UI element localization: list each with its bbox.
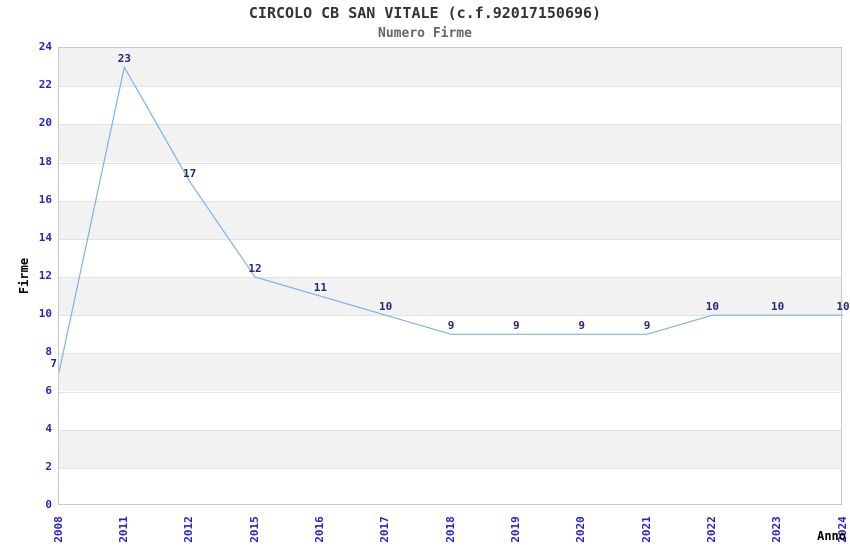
x-tick-label: 2015 — [247, 516, 261, 543]
x-axis-title: Anno — [817, 529, 846, 543]
data-point-label: 10 — [771, 300, 785, 314]
x-tick-label: 2023 — [770, 516, 784, 543]
y-tick-label: 4 — [45, 421, 52, 435]
data-point-label: 17 — [183, 166, 197, 180]
x-tick-label: 2019 — [508, 516, 522, 543]
chart-subtitle: Numero Firme — [378, 26, 472, 41]
x-tick-label: 2011 — [116, 516, 130, 543]
plot-area: 7 23 17 12 11 10 9 9 9 9 10 10 10 — [50, 47, 850, 505]
y-tick-label: 20 — [38, 116, 52, 130]
y-tick-label: 22 — [38, 78, 52, 92]
data-point-label: 10 — [836, 300, 850, 314]
gridline — [59, 86, 841, 88]
gridline — [59, 353, 841, 355]
grid-band — [59, 429, 841, 468]
x-tick-label: 2018 — [443, 516, 457, 543]
data-point-label: 10 — [705, 300, 719, 314]
grid-band — [59, 277, 841, 316]
data-point-label: 9 — [447, 319, 455, 333]
gridline — [59, 162, 841, 164]
x-tick-label: 2012 — [182, 516, 196, 543]
y-tick-label: 14 — [38, 230, 52, 244]
x-tick-label: 2021 — [639, 516, 653, 543]
x-tick-label: 2016 — [312, 516, 326, 543]
gridline — [59, 277, 841, 278]
y-tick-label: 0 — [45, 498, 52, 511]
x-tick-label: 2017 — [378, 516, 392, 543]
gridline — [59, 200, 841, 202]
grid-band — [59, 353, 841, 392]
data-point-label: 9 — [513, 319, 520, 333]
gridline — [59, 124, 841, 126]
grid-band — [59, 200, 841, 239]
gridline — [59, 315, 841, 317]
data-point-label: 9 — [578, 319, 585, 333]
grid-band — [59, 124, 841, 163]
y-tick-label: 24 — [38, 40, 52, 53]
y-tick-label: 12 — [38, 269, 52, 282]
chart-title: CIRCOLO CB SAN VITALE (c.f.92017150696) — [248, 4, 602, 22]
data-point-label: 23 — [117, 52, 131, 66]
y-tick-label: 8 — [45, 345, 52, 359]
gridline — [59, 238, 841, 240]
x-tick-label: 2020 — [574, 516, 588, 543]
line-series — [58, 65, 843, 373]
y-tick-label: 18 — [38, 154, 52, 168]
x-tick-label: 2008 — [51, 516, 65, 543]
x-tick-label: 2022 — [704, 516, 718, 543]
gridline — [59, 391, 841, 393]
data-point-label: 7 — [50, 357, 57, 371]
data-point-label: 10 — [379, 300, 393, 314]
data-point-label: 11 — [313, 281, 327, 295]
y-tick-label: 10 — [38, 307, 52, 321]
y-tick-label: 2 — [45, 459, 52, 473]
y-tick-label: 16 — [38, 192, 52, 206]
data-point-label: 12 — [248, 262, 262, 275]
y-tick-label: 6 — [45, 383, 52, 397]
gridline — [59, 429, 841, 431]
gridline — [59, 467, 841, 469]
data-point-label: 9 — [643, 319, 651, 333]
grid-band — [59, 48, 841, 87]
